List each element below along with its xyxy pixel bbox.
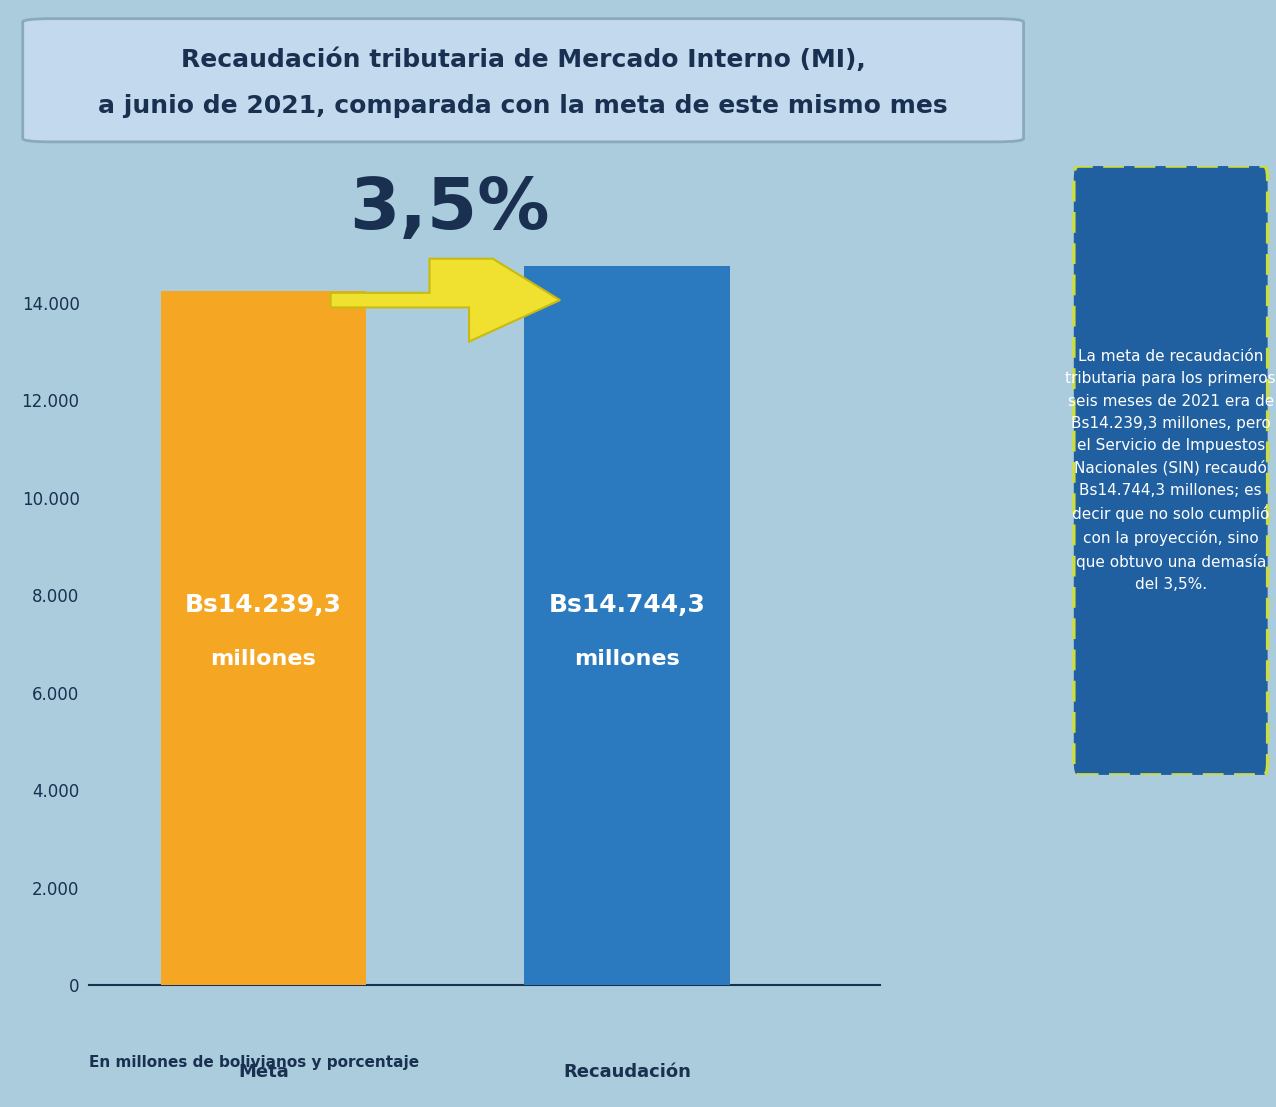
FancyBboxPatch shape bbox=[1074, 166, 1267, 775]
Text: millones: millones bbox=[574, 649, 680, 669]
FancyBboxPatch shape bbox=[23, 19, 1023, 142]
Bar bbox=[161, 291, 366, 985]
Text: 3,5%: 3,5% bbox=[350, 175, 550, 245]
Text: Bs14.239,3: Bs14.239,3 bbox=[185, 593, 342, 617]
Text: millones: millones bbox=[211, 649, 316, 669]
Text: a junio de 2021, comparada con la meta de este mismo mes: a junio de 2021, comparada con la meta d… bbox=[98, 94, 948, 117]
Text: Meta: Meta bbox=[239, 1063, 288, 1082]
Text: Recaudación: Recaudación bbox=[563, 1063, 692, 1082]
Text: La meta de recaudación
tributaria para los primeros
seis meses de 2021 era de
Bs: La meta de recaudación tributaria para l… bbox=[1065, 349, 1276, 592]
Bar bbox=[524, 267, 730, 985]
Text: Recaudación tributaria de Mercado Interno (MI),: Recaudación tributaria de Mercado Intern… bbox=[181, 48, 865, 72]
Text: En millones de bolivianos y porcentaje: En millones de bolivianos y porcentaje bbox=[89, 1055, 420, 1070]
Text: Bs14.744,3: Bs14.744,3 bbox=[549, 593, 706, 617]
Polygon shape bbox=[330, 259, 560, 342]
